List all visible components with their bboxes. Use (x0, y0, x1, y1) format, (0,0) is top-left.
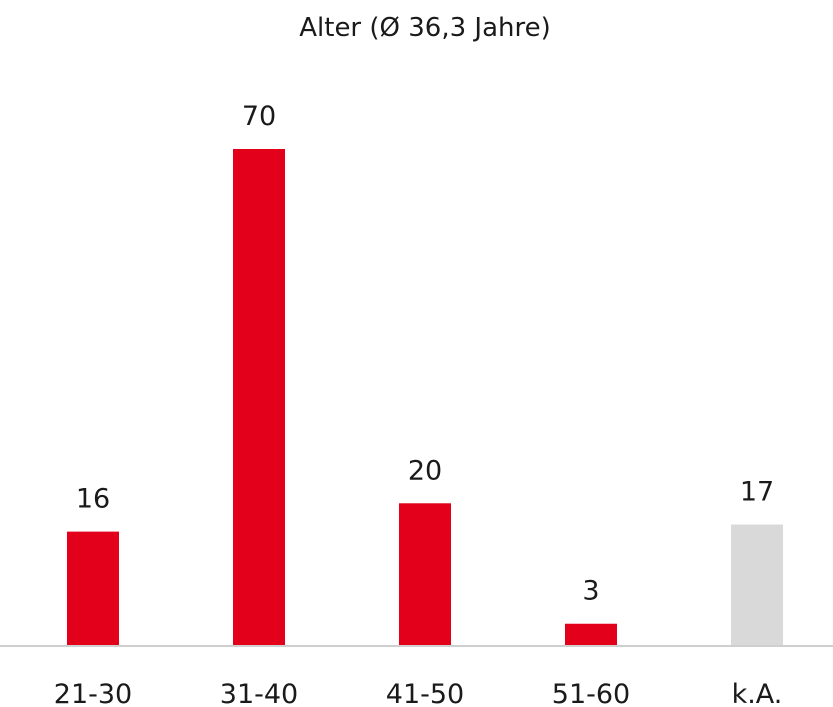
x-tick-label-3: 51-60 (552, 679, 630, 707)
value-labels-group: 16 70 20 3 17 (76, 101, 774, 607)
bar-3 (565, 623, 617, 645)
tick-labels-group: 21-30 31-40 41-50 51-60 k.A. (54, 679, 783, 707)
value-label-3: 3 (582, 576, 599, 607)
value-label-0: 16 (76, 484, 110, 515)
x-tick-label-4: k.A. (732, 679, 783, 707)
value-label-1: 70 (242, 101, 276, 132)
bar-1 (233, 149, 285, 645)
bars-group (67, 149, 783, 645)
x-tick-label-0: 21-30 (54, 679, 132, 707)
chart-title: Alter (Ø 36,3 Jahre) (299, 13, 551, 43)
bar-0 (67, 531, 119, 645)
bar-2 (399, 503, 451, 645)
x-tick-label-1: 31-40 (220, 679, 298, 707)
value-label-2: 20 (408, 455, 442, 486)
value-label-4: 17 (740, 477, 774, 508)
x-tick-label-2: 41-50 (386, 679, 464, 707)
bar-4 (731, 524, 783, 645)
